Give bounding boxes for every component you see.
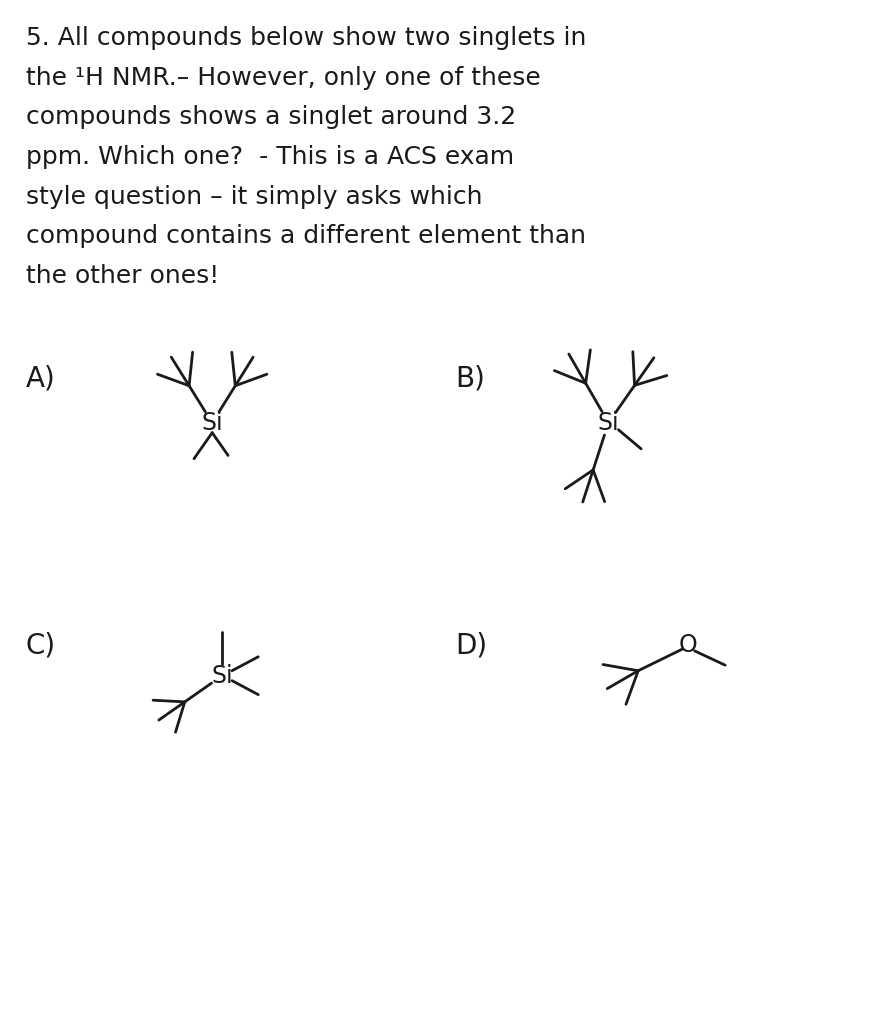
Text: ppm. Which one?  - This is a ACS exam: ppm. Which one? - This is a ACS exam	[26, 146, 514, 169]
Text: the other ones!: the other ones!	[26, 264, 220, 288]
Text: A): A)	[26, 364, 56, 392]
Text: Si: Si	[202, 411, 223, 434]
Text: compound contains a different element than: compound contains a different element th…	[26, 224, 586, 249]
Text: Si: Si	[212, 664, 233, 687]
Text: O: O	[678, 633, 697, 657]
Text: Si: Si	[597, 411, 620, 434]
Text: the ¹H NMR.– However, only one of these: the ¹H NMR.– However, only one of these	[26, 66, 541, 90]
Text: style question – it simply asks which: style question – it simply asks which	[26, 185, 483, 208]
Text: D): D)	[455, 632, 487, 659]
Text: 5. All compounds below show two singlets in: 5. All compounds below show two singlets…	[26, 26, 587, 50]
Text: C): C)	[26, 632, 56, 659]
Text: B): B)	[455, 364, 485, 392]
Text: compounds shows a singlet around 3.2: compounds shows a singlet around 3.2	[26, 105, 517, 129]
